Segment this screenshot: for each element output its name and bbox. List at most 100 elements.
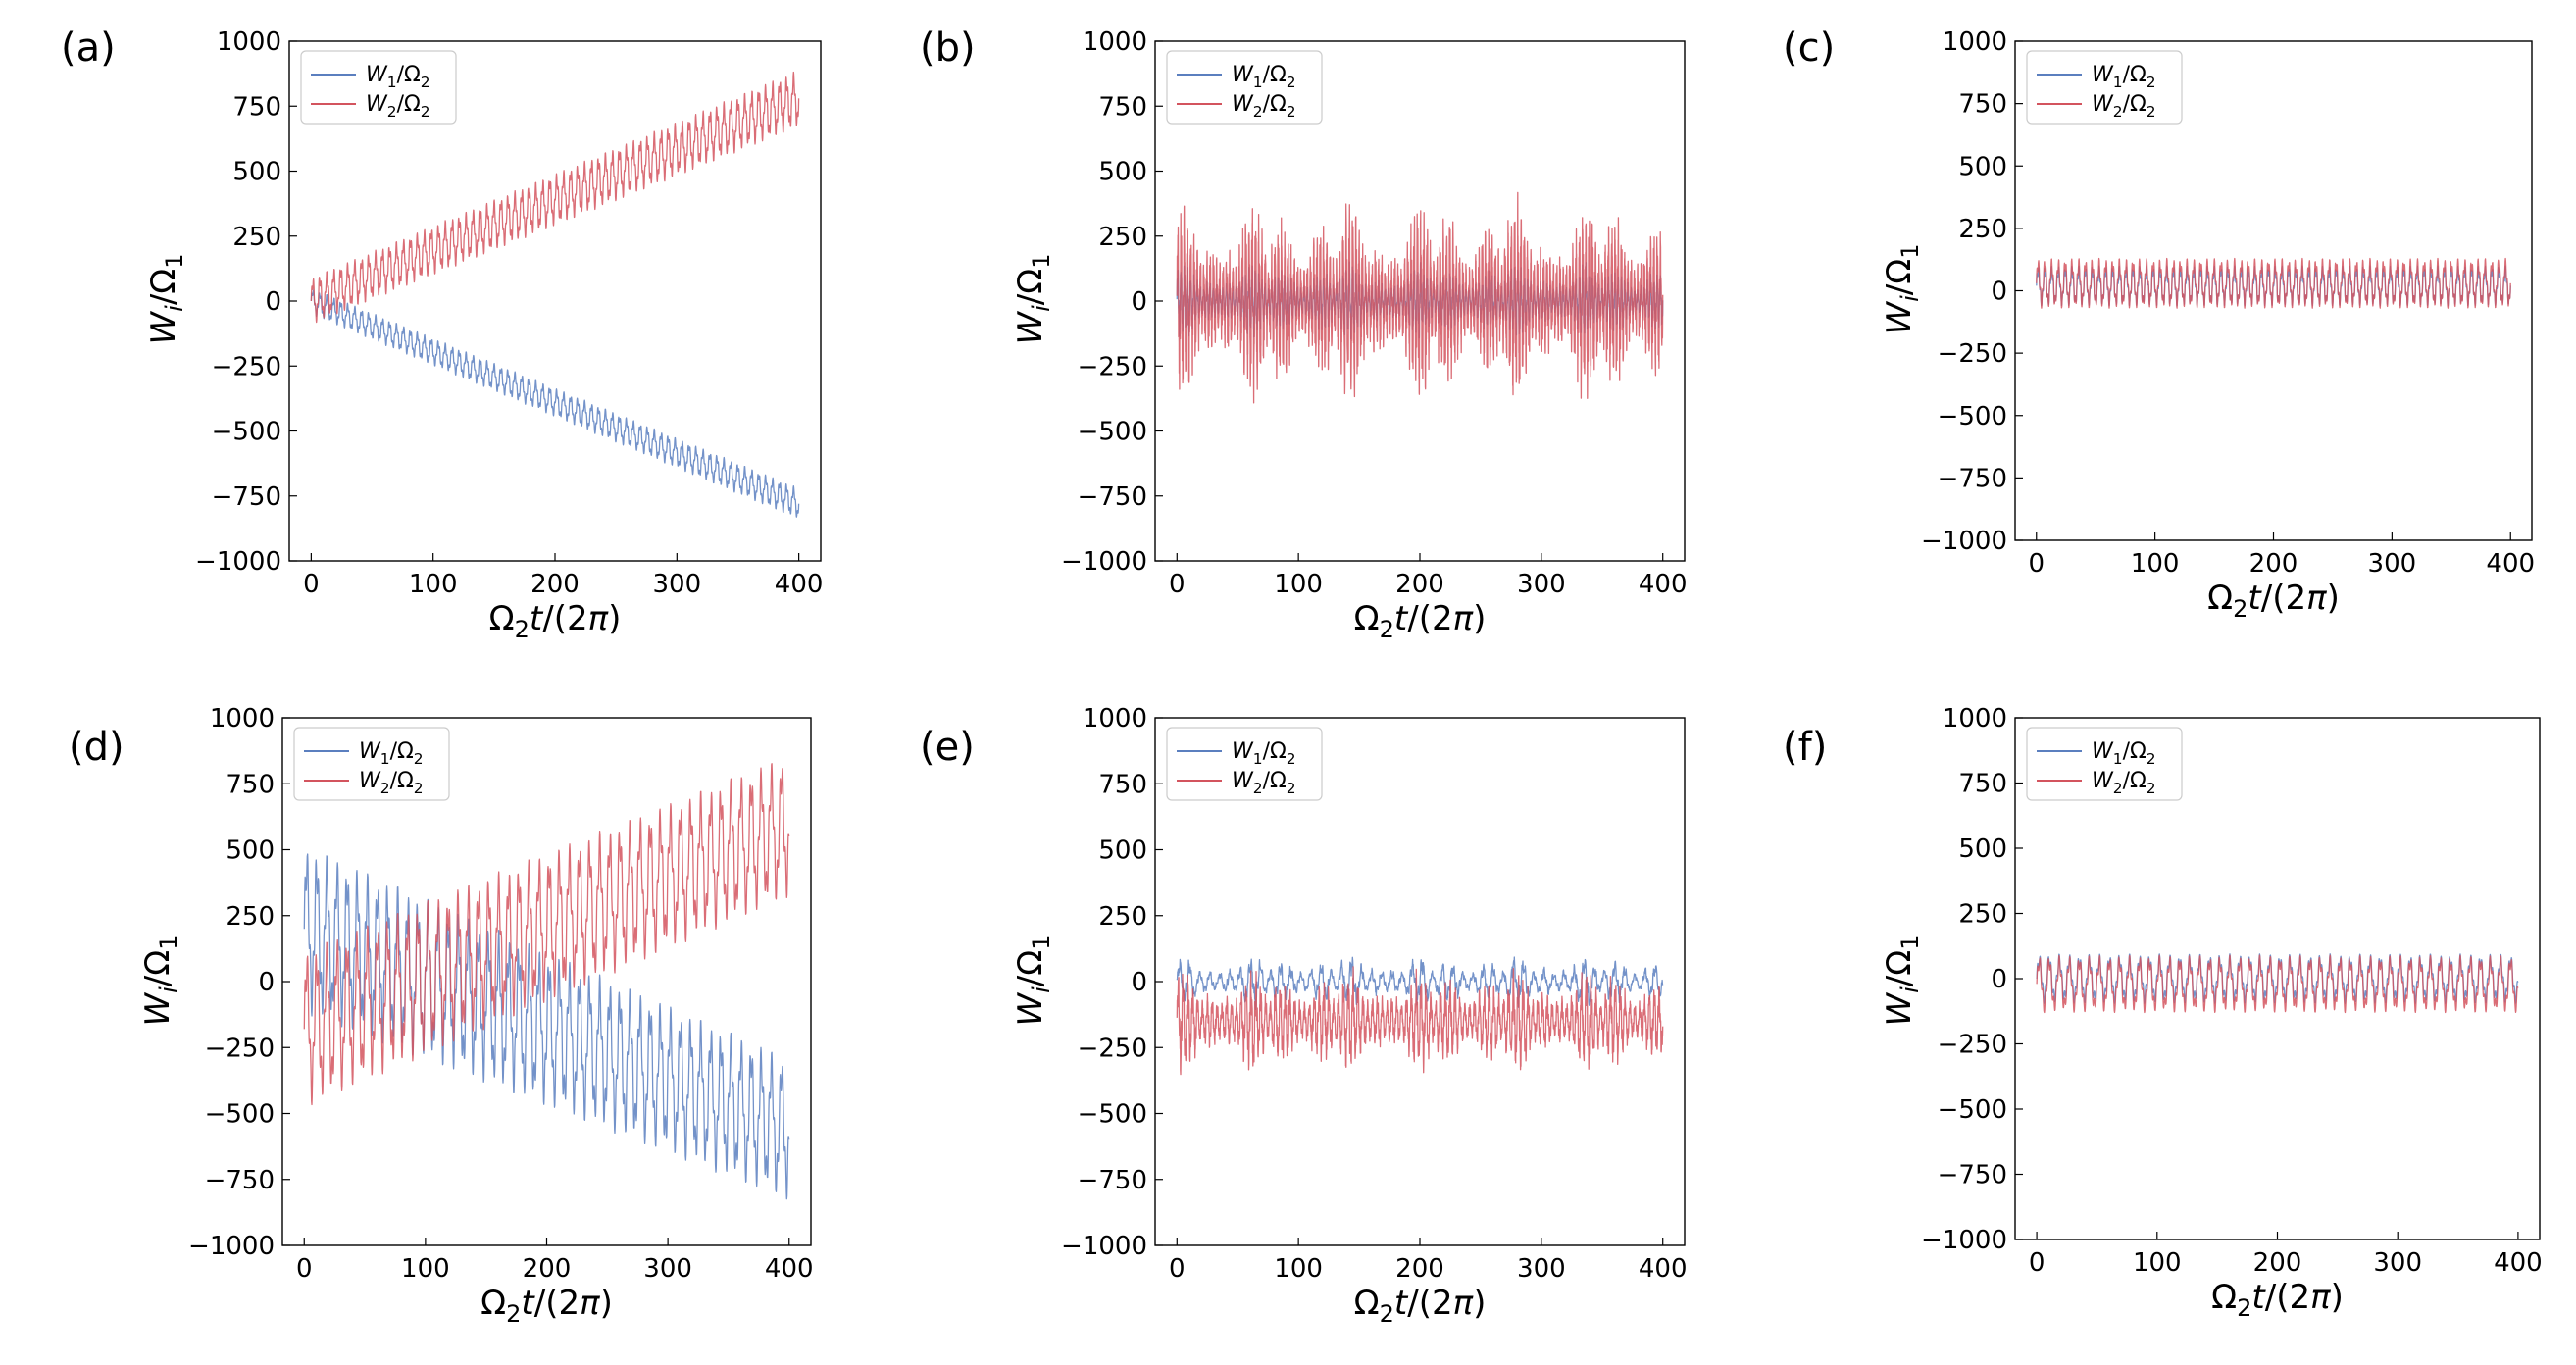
y-tick-label: 0	[1131, 968, 1147, 997]
legend-box	[2026, 50, 2183, 125]
y-tick-label: −750	[1938, 464, 2007, 493]
y-tick-label: −1000	[1921, 1226, 2007, 1255]
y-tick-label: 500	[226, 836, 275, 866]
y-axis-label: Wi/Ω1	[138, 935, 182, 1026]
series-line-w2	[2036, 257, 2511, 309]
y-tick-label: 0	[258, 968, 275, 997]
x-tick-label: 200	[523, 1254, 572, 1284]
y-tick-label: −500	[1938, 402, 2007, 431]
y-tick-label: −250	[1938, 339, 2007, 369]
series-lines	[303, 763, 790, 1200]
x-tick-label: 100	[1274, 570, 1323, 599]
legend-box	[1166, 727, 1323, 801]
y-tick-label: 750	[1098, 92, 1147, 122]
x-tick-label: 300	[2373, 1248, 2422, 1278]
series-lines	[1176, 956, 1664, 1076]
y-tick-label: 500	[1958, 152, 2007, 181]
y-tick-label: −1000	[1061, 1232, 1147, 1261]
panel-label: (b)	[920, 25, 976, 71]
y-tick-label: 250	[1958, 215, 2007, 244]
x-tick-label: 400	[775, 570, 824, 599]
legend-box	[1166, 50, 1323, 125]
y-tick-label: −250	[212, 352, 281, 381]
series-lines	[2036, 257, 2511, 309]
y-tick-label: 0	[265, 287, 281, 317]
y-tick-label: 250	[226, 902, 275, 932]
x-tick-label: 200	[1395, 1254, 1444, 1284]
chart-panel-a: (a) 1000 750 500 250 0 −250 −500 −750 −1000 0 100 20…	[61, 25, 823, 643]
x-tick-label: 400	[765, 1254, 814, 1284]
series-line-w1	[310, 289, 800, 518]
x-axis-label: Ω2t/(2π)	[489, 599, 622, 643]
legend-label-w2: W2/Ω2	[359, 769, 424, 797]
y-tick-label: 1000	[1943, 27, 2007, 57]
chart-panel-c: (c) 1000 750 500 250 0 −250 −500 −750 −1000 0 100 20…	[1783, 25, 2535, 623]
x-tick-label: 0	[1169, 570, 1186, 599]
series-line-w2	[1176, 966, 1664, 1076]
y-tick-label: 1000	[1083, 704, 1147, 733]
y-tick-label: 250	[232, 223, 281, 252]
y-tick-label: 1000	[1083, 27, 1147, 57]
x-tick-label: 300	[1517, 570, 1566, 599]
x-axis-label: Ω2t/(2π)	[2207, 579, 2340, 623]
legend-label-w1: W1/Ω2	[1232, 63, 1296, 91]
y-axis-label: Wi/Ω1	[1880, 935, 1924, 1026]
y-tick-label: 250	[1958, 900, 2007, 930]
y-tick-label: 1000	[217, 27, 281, 57]
legend-box	[2026, 727, 2183, 801]
x-tick-label: 300	[1517, 1254, 1566, 1284]
legend-box	[300, 50, 457, 125]
y-tick-label: 0	[1991, 278, 2007, 307]
y-tick-label: −500	[1078, 1100, 1147, 1130]
legend-label-w1: W1/Ω2	[2092, 63, 2156, 91]
x-tick-label: 300	[652, 570, 701, 599]
x-tick-label: 100	[2133, 1248, 2182, 1278]
x-tick-label: 0	[2028, 549, 2045, 579]
y-tick-label: −250	[205, 1034, 275, 1063]
y-axis-label: Wi/Ω1	[1011, 935, 1055, 1026]
x-tick-label: 100	[401, 1254, 450, 1284]
y-tick-label: −500	[212, 418, 281, 447]
legend-label-w1: W1/Ω2	[359, 739, 424, 768]
y-tick-label: 500	[1098, 158, 1147, 187]
y-tick-label: −750	[1078, 482, 1147, 512]
y-tick-label: 0	[1991, 965, 2007, 994]
legend-label-w2: W2/Ω2	[1232, 769, 1296, 797]
y-tick-label: −500	[1938, 1095, 2007, 1125]
x-tick-label: 0	[296, 1254, 313, 1284]
x-tick-label: 0	[1169, 1254, 1186, 1284]
x-axis-label: Ω2t/(2π)	[480, 1284, 613, 1328]
y-tick-label: 1000	[210, 704, 275, 733]
x-tick-label: 400	[2494, 1248, 2543, 1278]
x-tick-label: 400	[1639, 1254, 1688, 1284]
y-tick-label: 750	[1098, 770, 1147, 799]
x-tick-label: 200	[2253, 1248, 2302, 1278]
panel-label: (a)	[61, 25, 116, 71]
series-line-w2	[303, 763, 790, 1106]
legend-box	[293, 727, 450, 801]
legend-label-w2: W2/Ω2	[2092, 769, 2156, 797]
x-axis-label: Ω2t/(2π)	[1354, 1284, 1487, 1328]
x-tick-label: 0	[2029, 1248, 2046, 1278]
y-tick-label: 250	[1098, 902, 1147, 932]
y-tick-label: 750	[232, 92, 281, 122]
x-tick-label: 400	[1639, 570, 1688, 599]
x-tick-label: 400	[2486, 549, 2535, 579]
chart-panel-e: (e) 1000 750 500 250 0 −250 −500 −750 −1000 0 100 20…	[920, 704, 1688, 1328]
y-axis-label: Wi/Ω1	[1011, 253, 1055, 344]
y-tick-label: 1000	[1943, 704, 2007, 733]
y-tick-label: 500	[232, 158, 281, 187]
series-lines	[2036, 953, 2519, 1014]
series-line-w2	[310, 71, 800, 324]
x-axis-label: Ω2t/(2π)	[1354, 599, 1487, 643]
legend-label-w2: W2/Ω2	[1232, 92, 1296, 121]
y-tick-label: −250	[1078, 352, 1147, 381]
series-lines	[310, 71, 800, 518]
x-tick-label: 0	[303, 570, 320, 599]
y-tick-label: −500	[1078, 418, 1147, 447]
series-line-w1	[303, 853, 790, 1200]
